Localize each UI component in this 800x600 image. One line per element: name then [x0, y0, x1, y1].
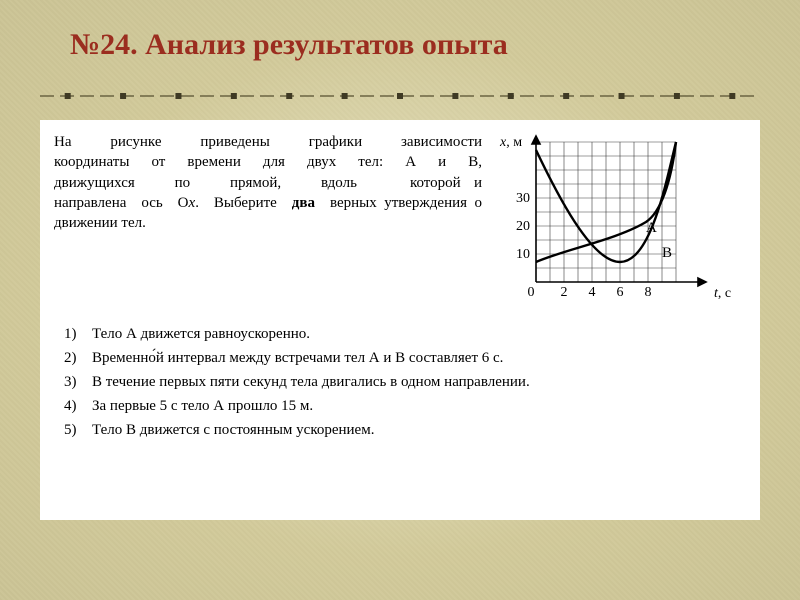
- slide-title: №24. Анализ результатов опыта: [70, 28, 508, 62]
- problem-row: На рисунке приведены графики зависимости…: [40, 120, 760, 302]
- answers-list: 1) Тело А движется равноускоренно. 2) Вр…: [40, 302, 760, 442]
- answer-item-5: 5) Тело В движется с постоянным ускорени…: [64, 418, 736, 442]
- chart-xtick-2: 4: [589, 285, 596, 300]
- answer-text-3: В течение первых пяти секунд тела двигал…: [92, 370, 530, 394]
- slide: №24. Анализ результатов опыта На рисунке…: [0, 0, 800, 600]
- title-divider: [40, 92, 760, 100]
- answer-num-5: 5): [64, 418, 92, 442]
- chart-ytick-2: 20: [516, 219, 530, 234]
- answer-item-1: 1) Тело А движется равноускоренно.: [64, 322, 736, 346]
- answer-num-1: 1): [64, 322, 92, 346]
- answer-text-4: За первые 5 с тело А прошло 15 м.: [92, 394, 313, 418]
- problem-text-bold: два: [292, 195, 315, 211]
- coordinate-time-chart: 0 2 4 6 8 10 20 30 х, м t, с: [496, 132, 746, 302]
- answer-text-5: Тело В движется с постоянным ускорением.: [92, 418, 374, 442]
- answer-item-4: 4) За первые 5 с тело А прошло 15 м.: [64, 394, 736, 418]
- answer-num-4: 4): [64, 394, 92, 418]
- chart-ytick-1: 10: [516, 247, 530, 262]
- chart-y-label: х, м: [499, 135, 522, 150]
- content-box: На рисунке приведены графики зависимости…: [40, 120, 760, 520]
- chart-xtick-3: 6: [617, 285, 624, 300]
- chart-series-b-label: B: [662, 245, 672, 261]
- chart-series-a-label: A: [646, 220, 657, 236]
- answer-text-1: Тело А движется равноускоренно.: [92, 322, 310, 346]
- chart-xtick-1: 2: [561, 285, 568, 300]
- chart-ytick-3: 30: [516, 191, 530, 206]
- answer-item-2: 2) Временно́й интервал между встречами т…: [64, 346, 736, 370]
- chart-origin-label: 0: [528, 285, 535, 300]
- problem-text-2: . Выберите: [195, 195, 292, 211]
- answer-num-2: 2): [64, 346, 92, 370]
- answer-num-3: 3): [64, 370, 92, 394]
- answer-text-2: Временно́й интервал между встречами тел …: [92, 346, 503, 370]
- problem-text: На рисунке приведены графики зависимости…: [54, 132, 496, 302]
- chart-x-label: t, с: [714, 286, 731, 301]
- answer-item-3: 3) В течение первых пяти секунд тела дви…: [64, 370, 736, 394]
- chart-xtick-4: 8: [645, 285, 652, 300]
